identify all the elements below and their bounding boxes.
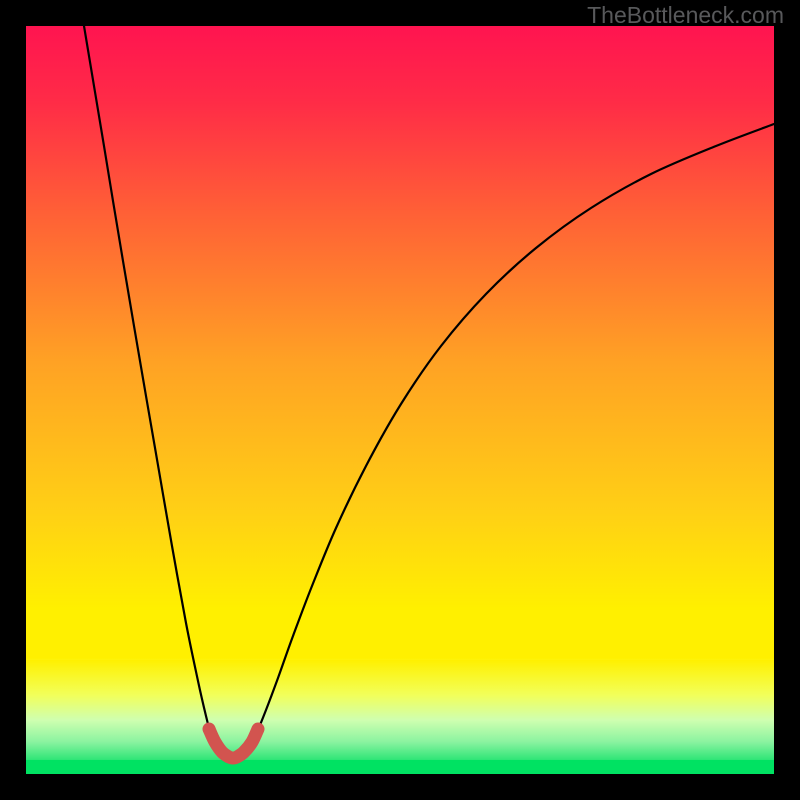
chart-transition-band [26,660,774,760]
chart-frame [26,26,774,774]
chart-green-band [26,760,774,774]
watermark-text: TheBottleneck.com [587,2,784,29]
